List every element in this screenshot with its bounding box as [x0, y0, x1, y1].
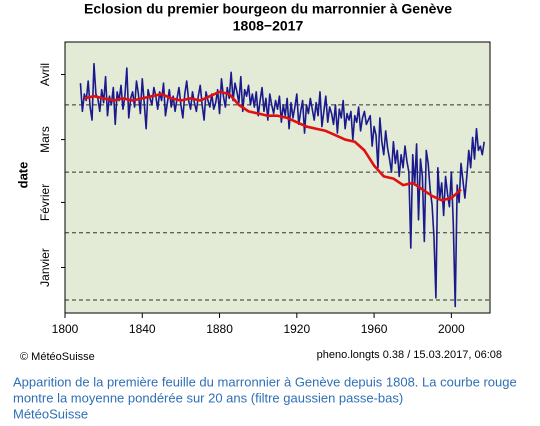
chart-title: Eclosion du premier bourgeon du marronni…	[84, 1, 452, 17]
x-tick-label: 1880	[206, 322, 233, 336]
y-tick-label: Février	[38, 184, 52, 221]
x-tick-label: 2000	[438, 322, 465, 336]
caption-line: montre la moyenne pondérée sur 20 ans (f…	[13, 390, 403, 405]
y-tick-label: Mars	[38, 126, 52, 153]
x-tick-label: 1840	[129, 322, 156, 336]
x-tick-label: 1920	[283, 322, 310, 336]
chart-subtitle: 1808−2017	[233, 18, 304, 34]
y-tick-label: Avril	[38, 63, 52, 86]
x-tick-label: 1960	[361, 322, 388, 336]
source: MétéoSuisse	[13, 406, 88, 421]
smoothed-line	[84, 90, 462, 202]
x-tick-label: 1800	[52, 322, 79, 336]
y-tick-label: Janvier	[38, 248, 52, 287]
y-axis-label: date	[15, 162, 30, 189]
caption-line: Apparition de la première feuille du mar…	[13, 374, 517, 389]
plot-frame	[64, 41, 491, 314]
version: pheno.longts 0.38 / 15.03.2017, 06:08	[317, 349, 502, 361]
credit: © MétéoSuisse	[20, 351, 95, 363]
